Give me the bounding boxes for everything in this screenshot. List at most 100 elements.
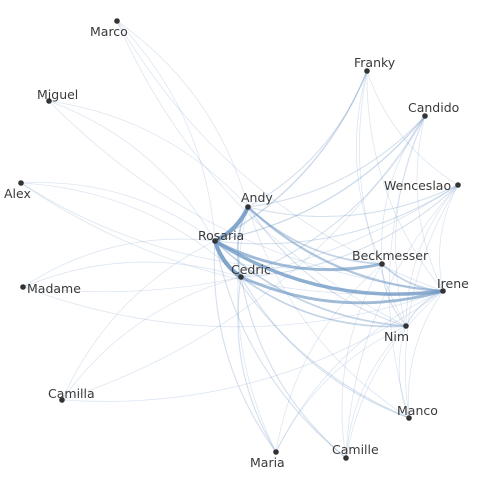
- edge-rosaria-alex: [20, 182, 216, 242]
- edge-cedric-manco: [240, 276, 410, 419]
- node-label-manco: Manco: [397, 403, 438, 418]
- edge-candido-manco: [388, 115, 426, 419]
- edge-rosaria-franky: [214, 70, 368, 242]
- node-label-alex: Alex: [4, 186, 31, 201]
- edge-irene-maria: [275, 290, 444, 453]
- node-label-irene: Irene: [437, 276, 469, 291]
- node-label-cedric: Cedric: [231, 262, 271, 277]
- edge-camilla-irene: [61, 290, 444, 402]
- edge-andy-irene: [246, 205, 445, 293]
- node-camille[interactable]: [343, 455, 349, 461]
- edge-beckmesser-camille: [341, 263, 383, 459]
- edge-rosaria-wenceslao: [214, 184, 459, 245]
- edge-cedric-camille: [240, 276, 347, 459]
- edge-miguel-irene: [48, 100, 444, 292]
- edge-alex-irene: [20, 182, 444, 295]
- edge-rosaria-camilla: [61, 240, 216, 401]
- node-label-rosaria: Rosaria: [198, 228, 244, 243]
- edge-nim-manco: [398, 325, 410, 419]
- edge-andy-nim: [247, 206, 407, 327]
- node-manco[interactable]: [406, 415, 412, 421]
- node-cedric[interactable]: [238, 274, 244, 280]
- node-label-beckmesser: Beckmesser: [352, 248, 429, 263]
- node-label-camille: Camille: [332, 442, 379, 457]
- node-madame[interactable]: [20, 284, 26, 290]
- edge-nim-camille: [345, 325, 407, 459]
- edge-cedric-alex: [20, 182, 242, 278]
- edge-rosaria-marco: [116, 20, 216, 242]
- node-beckmesser[interactable]: [379, 261, 385, 267]
- edge-rosaria-andy: [212, 204, 251, 244]
- node-label-camilla: Camilla: [48, 386, 95, 401]
- edge-irene-camille: [345, 290, 444, 459]
- node-label-nim: Nim: [384, 329, 409, 344]
- edge-beckmesser-irene: [381, 263, 444, 292]
- edge-andy-franky: [247, 70, 368, 208]
- edge-madame-irene: [22, 286, 444, 328]
- edge-wenceslao-irene: [439, 184, 459, 292]
- edge-wenceslao-manco: [405, 184, 459, 419]
- node-label-andy: Andy: [241, 190, 273, 205]
- node-miguel[interactable]: [46, 98, 52, 104]
- edge-wenceslao-nim: [405, 184, 459, 327]
- node-alex[interactable]: [18, 180, 24, 186]
- edge-irene-manco: [407, 290, 444, 419]
- node-label-candido: Candido: [408, 100, 459, 115]
- edge-andy-manco: [247, 206, 410, 419]
- node-irene[interactable]: [440, 288, 446, 294]
- edge-wenceslao-camille: [345, 184, 459, 459]
- edge-andy-maria: [237, 206, 277, 453]
- node-candido[interactable]: [422, 113, 428, 119]
- edge-irene-nim: [405, 290, 444, 327]
- edge-franky-wenceslao: [366, 70, 459, 186]
- node-franky[interactable]: [364, 68, 370, 74]
- edge-rosaria-candido: [214, 115, 426, 242]
- edge-rosaria-cedric: [212, 238, 244, 280]
- edge-rosaria-irene: [213, 239, 445, 296]
- nodes-layer: [18, 18, 461, 461]
- edge-rosaria-maria: [213, 240, 277, 453]
- node-andy[interactable]: [245, 204, 251, 210]
- edge-candido-nim: [395, 115, 426, 327]
- node-label-madame: Madame: [27, 281, 81, 296]
- edge-rosaria-beckmesser: [213, 239, 384, 272]
- edge-andy-candido: [247, 115, 426, 208]
- edge-candido-irene: [416, 115, 444, 292]
- edge-alex-beckmesser: [20, 182, 383, 269]
- edge-andy-miguel: [48, 100, 249, 208]
- node-nim[interactable]: [403, 323, 409, 329]
- node-maria[interactable]: [273, 449, 279, 455]
- edge-franky-beckmesser: [355, 70, 383, 265]
- edge-cedric-candido: [240, 115, 426, 278]
- node-rosaria[interactable]: [212, 238, 218, 244]
- edge-rosaria-madame: [22, 238, 216, 288]
- node-label-marco: Marco: [90, 24, 128, 39]
- edge-rosaria-camille: [214, 240, 347, 459]
- node-label-maria: Maria: [250, 455, 285, 470]
- edge-madame-wenceslao: [22, 184, 459, 293]
- edge-cedric-nim: [240, 276, 407, 328]
- edge-cedric-wenceslao: [240, 184, 459, 278]
- edge-marco-nim: [116, 20, 407, 327]
- edge-cedric-madame: [22, 261, 242, 288]
- node-camilla[interactable]: [59, 397, 65, 403]
- edge-cedric-maria: [237, 276, 277, 453]
- edge-candido-beckmesser: [381, 115, 426, 265]
- edge-rosaria-manco: [214, 240, 410, 419]
- node-label-miguel: Miguel: [37, 87, 78, 102]
- node-label-wenceslao: Wenceslao: [384, 178, 451, 193]
- edges-layer: [20, 20, 459, 459]
- node-label-franky: Franky: [354, 55, 396, 70]
- labels-layer: Marco Franky Miguel Candido Alex Wenceslao And…: [4, 24, 469, 470]
- edge-rosaria-miguel: [48, 100, 216, 242]
- edge-cedric-camilla: [61, 276, 242, 401]
- edge-cedric-irene: [239, 275, 445, 305]
- node-wenceslao[interactable]: [455, 182, 461, 188]
- edge-franky-nim: [359, 70, 407, 327]
- node-marco[interactable]: [114, 18, 120, 24]
- edge-andy-beckmesser: [247, 206, 383, 265]
- edge-beckmesser-nim: [381, 263, 407, 327]
- edge-andy-wenceslao: [247, 184, 459, 218]
